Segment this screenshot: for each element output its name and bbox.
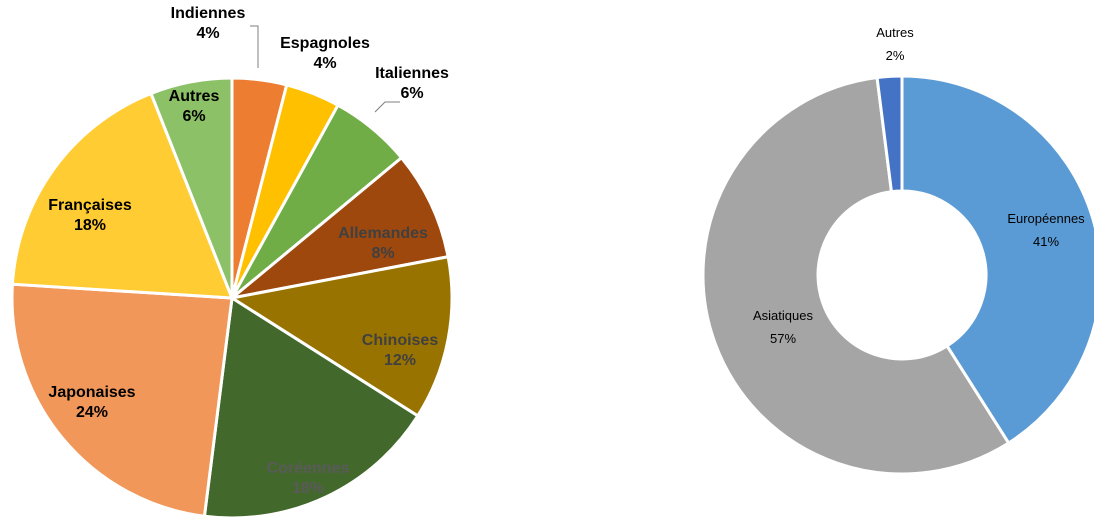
donut-value-label-asiatiques: 57% bbox=[770, 331, 796, 346]
pie-label-coreennes: Coréennes bbox=[267, 460, 350, 477]
pie-value-label-chinoises: 12% bbox=[384, 352, 416, 369]
donut-label-europeennes: Européennes bbox=[1007, 211, 1085, 226]
donut-value-label-europeennes: 41% bbox=[1033, 234, 1059, 249]
pie-slice-coreennes bbox=[202, 296, 420, 520]
pie-chart-cuisines: Indiennes 4% Espagnoles 4% Italiennes 6% Allem… bbox=[10, 5, 454, 520]
pie-label-allemandes: Allemandes bbox=[338, 225, 428, 242]
pie-value-label-coreennes: 18% bbox=[292, 480, 324, 497]
donut-label-autres: Autres bbox=[876, 25, 914, 40]
donut-label-asiatiques: Asiatiques bbox=[753, 308, 813, 323]
pie-slice-francaises bbox=[10, 91, 234, 300]
pie-label-japonaises: Japonaises bbox=[48, 384, 135, 401]
pie-leader-line-indiennes bbox=[250, 25, 259, 68]
pie-value-label-japonaises: 24% bbox=[76, 404, 108, 421]
pie-label-italiennes: Italiennes bbox=[375, 65, 449, 82]
pie-label-autres: Autres bbox=[169, 88, 220, 105]
pie-slice-chinoises bbox=[230, 255, 454, 418]
donut-slice-asiatiques bbox=[701, 76, 1011, 476]
donut-chart-origines: Européennes 41% Asiatiques 57% Autres 2% bbox=[701, 25, 1094, 476]
pie-value-label-francaises: 18% bbox=[74, 217, 106, 234]
pie-label-espagnoles: Espagnoles bbox=[280, 35, 370, 52]
pie-label-chinoises: Chinoises bbox=[362, 332, 439, 349]
pie-slice-autres bbox=[149, 76, 234, 300]
pie-label-francaises: Françaises bbox=[48, 197, 132, 214]
pie-value-label-autres: 6% bbox=[182, 108, 205, 125]
donut-slice-autres bbox=[875, 74, 904, 194]
donut-value-label-autres: 2% bbox=[886, 48, 905, 63]
pie-value-label-allemandes: 8% bbox=[371, 245, 394, 262]
pie-value-label-espagnoles: 4% bbox=[313, 55, 336, 72]
pie-slice-allemandes bbox=[230, 156, 450, 300]
pie-leader-line-italiennes bbox=[374, 101, 400, 113]
pie-value-label-italiennes: 6% bbox=[400, 85, 423, 102]
pie-label-indiennes: Indiennes bbox=[171, 5, 246, 22]
pie-slice-japonaises bbox=[10, 282, 234, 518]
donut-slice-europeennes bbox=[900, 74, 1094, 445]
pie-value-label-indiennes: 4% bbox=[196, 25, 219, 42]
